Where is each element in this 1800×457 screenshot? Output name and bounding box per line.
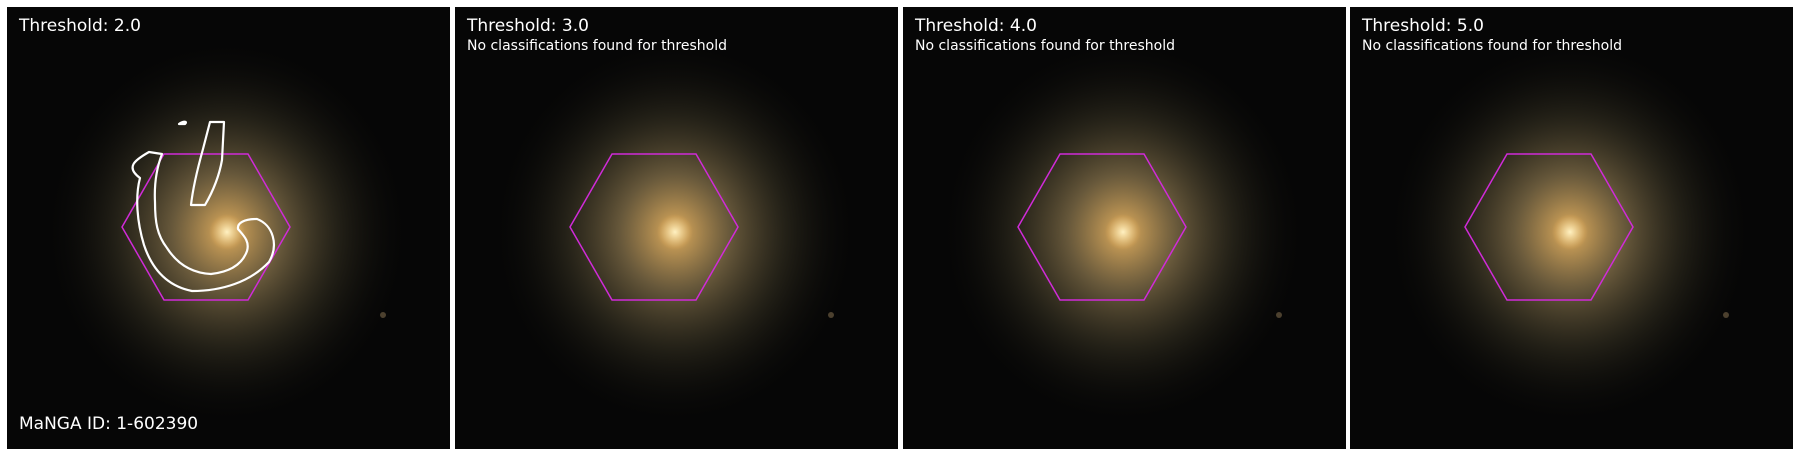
background-star xyxy=(1723,312,1729,318)
galaxy-image-panel-4: Threshold: 5.0 No classifications found … xyxy=(1350,7,1793,449)
background-star xyxy=(828,312,834,318)
galaxy-core xyxy=(657,214,693,250)
classification-contour xyxy=(131,120,275,293)
galaxy-core xyxy=(209,214,245,250)
no-classifications-notice: No classifications found for threshold xyxy=(915,38,1175,54)
galaxy-image xyxy=(7,7,450,449)
galaxy-id-label: MaNGA ID: 1-602390 xyxy=(19,414,199,434)
galaxy-core xyxy=(1552,214,1588,250)
no-classifications-notice: No classifications found for threshold xyxy=(1362,38,1622,54)
galaxy-image xyxy=(903,7,1346,449)
galaxy-core xyxy=(1105,214,1141,250)
no-classifications-notice: No classifications found for threshold xyxy=(467,38,727,54)
galaxy-image-panel-1: Threshold: 2.0 MaNGA ID: 1-602390 xyxy=(7,7,450,449)
background-star xyxy=(380,312,386,318)
ifu-hexagon xyxy=(121,153,291,301)
ifu-hexagon xyxy=(569,153,739,301)
threshold-label: Threshold: 4.0 xyxy=(915,16,1037,36)
threshold-label: Threshold: 5.0 xyxy=(1362,16,1484,36)
galaxy-image-panel-3: Threshold: 4.0 No classifications found … xyxy=(903,7,1346,449)
background-star xyxy=(1276,312,1282,318)
galaxy-image xyxy=(1350,7,1793,449)
galaxy-image-panel-2: Threshold: 3.0 No classifications found … xyxy=(455,7,898,449)
threshold-label: Threshold: 3.0 xyxy=(467,16,589,36)
galaxy-image xyxy=(455,7,898,449)
ifu-hexagon xyxy=(1464,153,1634,301)
threshold-label: Threshold: 2.0 xyxy=(19,16,141,36)
ifu-hexagon xyxy=(1017,153,1187,301)
